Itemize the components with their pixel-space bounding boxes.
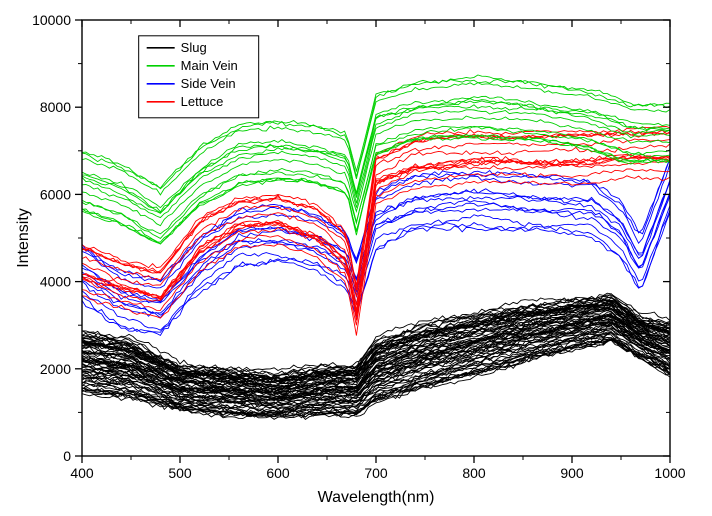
x-tick-label: 700 <box>364 465 388 481</box>
spectral-chart: 4005006007008009001000020004000600080001… <box>0 0 712 516</box>
x-tick-label: 600 <box>266 465 290 481</box>
y-tick-label: 8000 <box>40 99 71 115</box>
x-tick-label: 1000 <box>654 465 685 481</box>
legend-label: Main Vein <box>181 58 238 73</box>
y-tick-label: 0 <box>63 448 71 464</box>
y-tick-label: 6000 <box>40 186 71 202</box>
x-tick-label: 500 <box>168 465 192 481</box>
legend: Slug Main Vein Side Vein Lettuce <box>139 36 259 118</box>
y-axis-label: Intensity <box>15 208 32 268</box>
legend-label: Side Vein <box>181 76 236 91</box>
y-tick-label: 10000 <box>32 12 71 28</box>
x-tick-label: 800 <box>462 465 486 481</box>
legend-label: Slug <box>181 40 207 55</box>
x-tick-label: 900 <box>560 465 584 481</box>
x-axis-label: Wavelength(nm) <box>318 489 435 506</box>
y-tick-label: 4000 <box>40 274 71 290</box>
x-tick-label: 400 <box>70 465 94 481</box>
y-tick-label: 2000 <box>40 361 71 377</box>
legend-label: Lettuce <box>181 94 224 109</box>
